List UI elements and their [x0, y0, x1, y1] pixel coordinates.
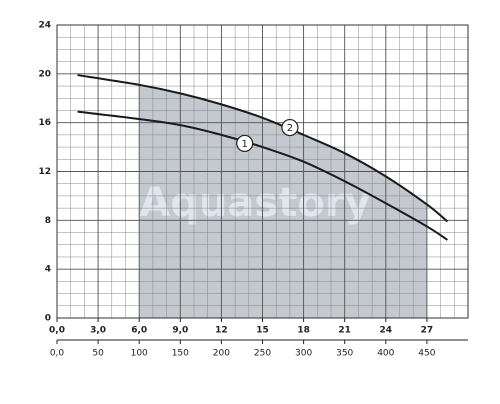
x-tick-label: 27	[421, 326, 434, 336]
x-tick-label: 12	[215, 326, 228, 336]
x-tick-label: 6,0	[131, 326, 147, 336]
x-tick-label: 24	[380, 326, 393, 336]
y-tick-label: 8	[45, 216, 51, 226]
x2-tick-label: 450	[418, 349, 435, 359]
watermark: Aquastory	[139, 180, 370, 226]
x2-tick-label: 100	[131, 349, 148, 359]
x-tick-label: 3,0	[90, 326, 106, 336]
x-tick-label: 18	[297, 326, 310, 336]
y-tick-label: 20	[38, 69, 51, 79]
curve-label-circle	[236, 134, 254, 153]
y-tick-label: 16	[38, 118, 51, 128]
x2-tick-label: 400	[377, 349, 394, 359]
curve-label: 1	[242, 139, 248, 150]
curve	[77, 110, 448, 241]
curve-label-circle	[281, 118, 299, 137]
x2-tick-label: 0,0	[50, 349, 65, 359]
curve-label: 2	[287, 123, 293, 134]
x2-tick-label: 300	[295, 349, 312, 359]
x2-tick-label: 150	[172, 349, 189, 359]
y-tick-label: 4	[45, 265, 51, 275]
y-tick-label: 12	[38, 167, 51, 177]
y-tick-label: 24	[38, 21, 51, 31]
x2-tick-label: 50	[92, 349, 104, 359]
x-tick-label: 0,0	[49, 326, 65, 336]
plot-frame	[56, 24, 469, 319]
x2-tick-label: 200	[213, 349, 230, 359]
shaded-region	[139, 84, 427, 318]
x-tick-label: 15	[256, 326, 269, 336]
x-tick-label: 9,0	[172, 326, 188, 336]
x2-tick-label: 350	[336, 349, 353, 359]
x2-tick-label: 250	[254, 349, 271, 359]
y-tick-label: 0	[45, 314, 51, 324]
x-tick-label: 21	[338, 326, 351, 336]
